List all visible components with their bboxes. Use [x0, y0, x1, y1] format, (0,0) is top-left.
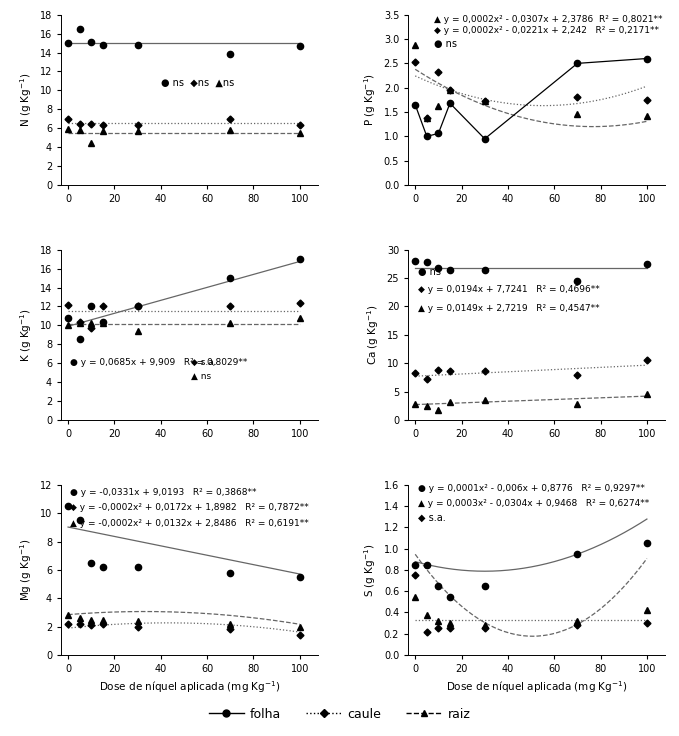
Text: ▲ y = 0,0002x² - 0,0307x + 2,3786  R² = 0,8021**: ▲ y = 0,0002x² - 0,0307x + 2,3786 R² = 0… [434, 15, 662, 24]
Text: ▲ y = -0,0002x² + 0,0132x + 2,8486   R² = 0,6191**: ▲ y = -0,0002x² + 0,0132x + 2,8486 R² = … [71, 519, 309, 528]
Y-axis label: Ca (g Kg$^{-1}$): Ca (g Kg$^{-1}$) [365, 305, 381, 365]
Text: ● y = 0,0685x + 9,909   R² = 0,8029**: ● y = 0,0685x + 9,909 R² = 0,8029** [71, 358, 248, 367]
Text: ● y = -0,0331x + 9,0193   R² = 0,3868**: ● y = -0,0331x + 9,0193 R² = 0,3868** [71, 488, 257, 497]
X-axis label: Dose de níquel aplicada (mg Kg$^{-1}$): Dose de níquel aplicada (mg Kg$^{-1}$) [446, 679, 627, 696]
Text: ◆ s.a.: ◆ s.a. [418, 513, 445, 523]
Text: ◆ s.a.: ◆ s.a. [191, 358, 217, 367]
Text: ● ns  ◆ns  ▲ns: ● ns ◆ns ▲ns [161, 78, 234, 88]
Text: ● ns: ● ns [434, 39, 457, 49]
Text: ◆ y = -0,0002x² + 0,0172x + 1,8982   R² = 0,7872**: ◆ y = -0,0002x² + 0,0172x + 1,8982 R² = … [71, 503, 309, 512]
Text: ▲ ns: ▲ ns [191, 372, 211, 381]
Text: ◆ y = 0,0194x + 7,7241   R² = 0,4696**: ◆ y = 0,0194x + 7,7241 R² = 0,4696** [418, 286, 600, 294]
Text: ● y = 0,0001x² - 0,006x + 0,8776   R² = 0,9297**: ● y = 0,0001x² - 0,006x + 0,8776 R² = 0,… [418, 484, 644, 493]
Y-axis label: N (g Kg$^{-1}$): N (g Kg$^{-1}$) [18, 73, 34, 127]
Y-axis label: S (g Kg$^{-1}$): S (g Kg$^{-1}$) [363, 543, 378, 597]
Text: ▲ y = 0,0003x² - 0,0304x + 0,9468   R² = 0,6274**: ▲ y = 0,0003x² - 0,0304x + 0,9468 R² = 0… [418, 499, 648, 508]
Y-axis label: Mg (g Kg$^{-1}$): Mg (g Kg$^{-1}$) [18, 539, 34, 601]
X-axis label: Dose de níquel aplicada (mg Kg$^{-1}$): Dose de níquel aplicada (mg Kg$^{-1}$) [99, 679, 280, 696]
Text: ▲ y = 0,0149x + 2,7219   R² = 0,4547**: ▲ y = 0,0149x + 2,7219 R² = 0,4547** [418, 304, 599, 313]
Legend: folha, caule, raiz: folha, caule, raiz [204, 703, 475, 726]
Y-axis label: K (g Kg$^{-1}$): K (g Kg$^{-1}$) [18, 308, 34, 361]
Text: ● ns: ● ns [418, 267, 441, 277]
Y-axis label: P (g Kg$^{-1}$): P (g Kg$^{-1}$) [363, 74, 378, 127]
Text: ◆ y = 0,0002x² - 0,0221x + 2,242   R² = 0,2171**: ◆ y = 0,0002x² - 0,0221x + 2,242 R² = 0,… [434, 26, 659, 35]
